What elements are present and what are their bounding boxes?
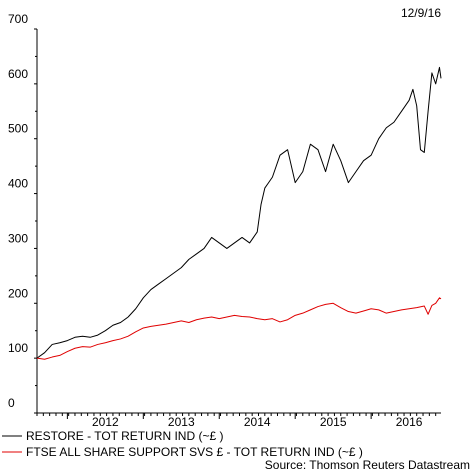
x-tick-label: 2013 bbox=[168, 415, 195, 429]
restore-series-line bbox=[36, 66, 442, 359]
x-tick-label: 2012 bbox=[92, 415, 119, 429]
y-tick-label: 500 bbox=[8, 122, 28, 136]
x-tick-label: 2016 bbox=[396, 415, 423, 429]
y-tick-label: 200 bbox=[8, 286, 28, 300]
date-label: 12/9/16 bbox=[401, 6, 441, 20]
y-tick-label: 0 bbox=[8, 396, 15, 410]
legend-label: RESTORE - TOT RETURN IND (~£ ) bbox=[26, 429, 223, 443]
y-tick-label: 400 bbox=[8, 177, 28, 191]
x-axis: 2012 2013 2014 2015 2016 bbox=[36, 412, 441, 429]
ftse-series-line bbox=[36, 297, 442, 360]
legend-label: FTSE ALL SHARE SUPPORT SVS £ - TOT RETUR… bbox=[26, 445, 363, 459]
y-axis: 0 100 200 300 400 500 600 700 bbox=[8, 12, 38, 414]
source-text: Source: Thomson Reuters Datastream bbox=[265, 458, 470, 472]
y-tick-label: 600 bbox=[8, 67, 28, 81]
x-tick-label: 2015 bbox=[320, 415, 347, 429]
y-tick-label: 700 bbox=[8, 12, 28, 26]
y-tick-label: 100 bbox=[8, 341, 28, 355]
y-tick-label: 300 bbox=[8, 231, 28, 245]
legend: RESTORE - TOT RETURN IND (~£ ) FTSE ALL S… bbox=[2, 429, 363, 459]
x-tick-label: 2014 bbox=[244, 415, 271, 429]
series-layer bbox=[36, 66, 442, 360]
